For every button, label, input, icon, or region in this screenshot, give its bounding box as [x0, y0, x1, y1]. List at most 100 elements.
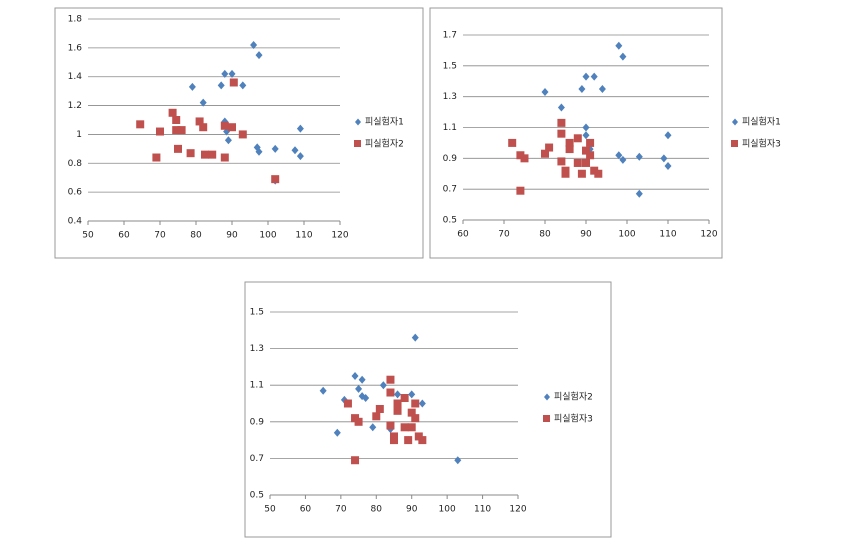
x-tick-label: 100	[439, 505, 456, 515]
marker	[573, 158, 582, 167]
marker	[407, 408, 416, 417]
marker	[199, 98, 207, 107]
marker	[239, 81, 247, 90]
marker	[577, 169, 586, 178]
legend-label: 피실험자3	[554, 414, 593, 425]
marker	[362, 394, 370, 403]
x-tick-label: 60	[300, 505, 312, 515]
marker	[541, 149, 549, 158]
marker	[228, 69, 236, 78]
marker	[590, 166, 599, 175]
marker	[582, 123, 590, 132]
marker	[333, 428, 341, 437]
y-tick-label: 1.3	[250, 344, 264, 354]
y-tick-label: 1.2	[68, 101, 82, 111]
x-tick-label: 90	[226, 231, 238, 241]
legend-marker	[355, 118, 361, 126]
x-tick-label: 60	[118, 231, 130, 241]
legend-label: 피실험자1	[742, 117, 781, 128]
y-tick-label: 0.6	[68, 188, 83, 198]
x-tick-label: 110	[659, 230, 676, 240]
x-tick-label: 90	[406, 505, 418, 515]
marker	[228, 123, 236, 132]
marker	[224, 136, 232, 145]
marker	[379, 381, 387, 390]
x-tick-label: 50	[264, 505, 276, 515]
x-tick-label: 50	[82, 231, 94, 241]
y-tick-label: 1.3	[443, 92, 457, 102]
marker	[520, 154, 529, 163]
legend-label: 피실험자2	[365, 139, 404, 150]
marker	[201, 150, 209, 159]
marker	[454, 456, 462, 465]
x-tick-label: 80	[190, 231, 202, 241]
marker	[271, 144, 279, 153]
marker	[152, 153, 161, 162]
x-tick-label: 60	[457, 230, 469, 240]
marker	[296, 152, 304, 161]
marker	[418, 436, 427, 445]
marker	[660, 154, 668, 163]
x-tick-label: 110	[295, 231, 312, 241]
x-tick-label: 100	[259, 231, 276, 241]
marker	[136, 120, 145, 129]
marker	[199, 123, 208, 132]
marker	[220, 121, 229, 130]
marker	[177, 126, 186, 135]
marker	[168, 108, 177, 117]
x-tick-label: 110	[474, 505, 491, 515]
marker	[195, 117, 204, 126]
marker	[186, 149, 195, 158]
marker	[351, 456, 360, 465]
marker	[411, 414, 420, 423]
marker	[393, 406, 402, 415]
marker	[220, 153, 229, 162]
marker	[386, 388, 395, 397]
marker	[217, 81, 225, 90]
marker	[296, 124, 304, 133]
marker	[619, 52, 627, 61]
chart-frame	[244, 281, 612, 538]
marker	[561, 169, 570, 178]
marker	[582, 146, 590, 155]
legend-label: 피실험자1	[365, 117, 404, 128]
y-tick-label: 0.9	[250, 417, 265, 427]
marker	[400, 394, 409, 403]
marker	[291, 146, 299, 155]
marker	[516, 151, 525, 160]
x-tick-label: 70	[498, 230, 510, 240]
marker	[355, 384, 363, 393]
x-tick-label: 80	[371, 505, 383, 515]
chart-frame	[429, 7, 723, 259]
y-tick-label: 1.5	[443, 61, 457, 71]
marker	[156, 127, 164, 136]
marker	[635, 189, 643, 198]
x-tick-label: 120	[700, 230, 717, 240]
legend-marker	[731, 140, 738, 147]
legend-marker	[543, 415, 550, 422]
marker	[404, 436, 413, 445]
marker	[255, 51, 263, 60]
marker	[619, 155, 627, 164]
marker	[393, 399, 402, 408]
marker	[635, 152, 643, 161]
marker	[407, 423, 416, 432]
y-tick-label: 0.7	[250, 454, 264, 464]
x-tick-label: 120	[509, 505, 526, 515]
y-tick-label: 1.1	[250, 381, 264, 391]
marker	[386, 375, 395, 384]
marker	[664, 131, 672, 140]
marker	[372, 412, 381, 421]
marker	[343, 399, 352, 408]
x-tick-label: 70	[154, 231, 166, 241]
marker	[319, 386, 327, 395]
legend-label: 피실험자3	[742, 139, 781, 150]
marker	[565, 145, 574, 154]
marker	[255, 147, 263, 156]
marker	[586, 138, 595, 147]
y-tick-label: 0.5	[250, 491, 264, 501]
marker	[358, 375, 366, 384]
y-tick-label: 1.7	[443, 31, 457, 41]
x-tick-label: 100	[618, 230, 635, 240]
